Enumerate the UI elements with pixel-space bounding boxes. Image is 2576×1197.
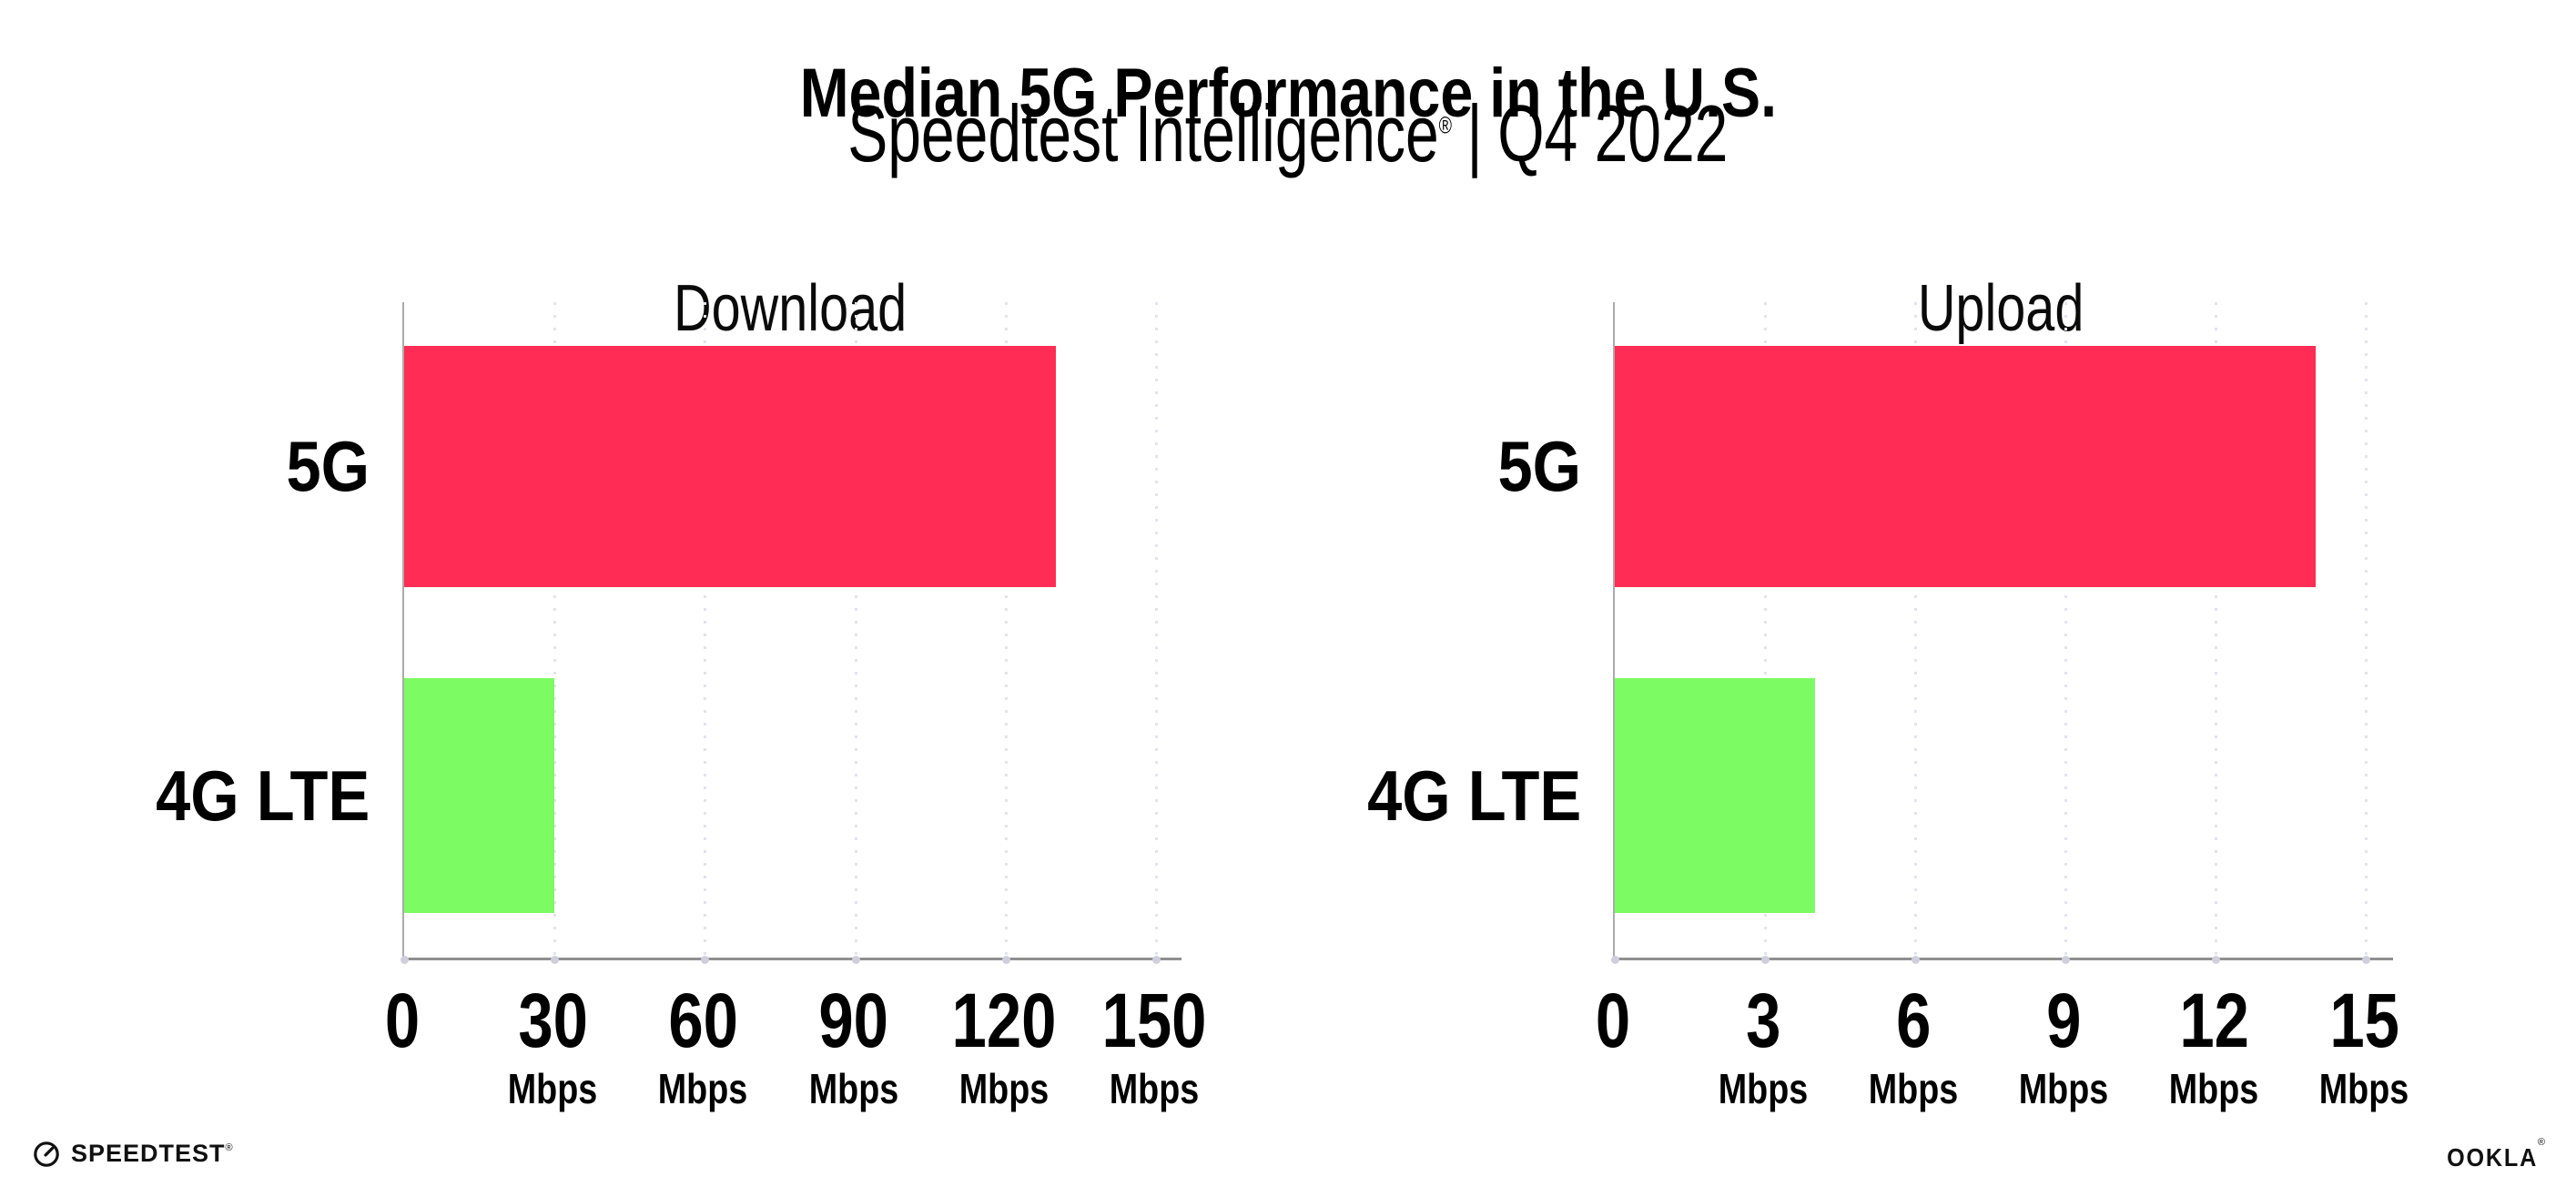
x-tick-unit: Mbps bbox=[1718, 1065, 1809, 1112]
speedometer-gauge-icon bbox=[34, 1141, 59, 1167]
bar-4g-lte-upload bbox=[1615, 678, 1816, 913]
gridline bbox=[553, 302, 557, 959]
speedtest-wordmark: SPEEDTEST bbox=[71, 1140, 226, 1167]
gridline bbox=[1764, 302, 1768, 959]
ookla-logo: OOKLA® bbox=[2437, 1137, 2545, 1172]
category-label-5g: 5G bbox=[0, 426, 370, 506]
ookla-wordmark: OOKLA bbox=[2446, 1143, 2538, 1172]
axis-tick-dot bbox=[2212, 956, 2221, 964]
x-axis-ticks: 0 3 Mbps 6 Mbps 9 Mbps 12 Mbps 15 Mbps bbox=[1596, 981, 2409, 1154]
category-label-4g-lte-text: 4G LTE bbox=[155, 756, 370, 836]
x-tick-label: 90 bbox=[818, 978, 888, 1063]
category-label-4g-lte: 4G LTE bbox=[1211, 756, 1581, 836]
x-tick-label: 60 bbox=[668, 978, 738, 1063]
x-tick-label: 120 bbox=[951, 978, 1057, 1063]
axis-tick-dot bbox=[1001, 956, 1010, 964]
x-tick-unit: Mbps bbox=[658, 1065, 748, 1112]
plot-area bbox=[401, 302, 1182, 964]
page-title: Median 5G Performance in the U.S. bbox=[0, 54, 2576, 132]
axis-tick-dot bbox=[551, 956, 560, 964]
x-tick: 90 Mbps bbox=[799, 981, 908, 1111]
x-tick-label: 3 bbox=[1745, 978, 1781, 1063]
x-tick: 15 Mbps bbox=[2309, 981, 2419, 1111]
x-tick-label: 150 bbox=[1101, 978, 1207, 1063]
axis-tick-dot bbox=[1912, 956, 1921, 964]
gridline bbox=[1004, 302, 1008, 959]
x-tick-label: 9 bbox=[2046, 978, 2082, 1063]
x-tick-unit: Mbps bbox=[1868, 1065, 1959, 1112]
x-tick: 150 Mbps bbox=[1090, 981, 1218, 1111]
x-tick-label: 0 bbox=[384, 978, 421, 1063]
x-tick-unit: Mbps bbox=[1109, 1065, 1200, 1112]
x-tick: 0 bbox=[1592, 981, 1635, 1060]
subtitle-period: Q4 2022 bbox=[1497, 88, 1729, 178]
subtitle-product: Speedtest Intelligence bbox=[847, 88, 1439, 178]
x-tick: 30 Mbps bbox=[498, 981, 607, 1111]
category-label-4g-lte: 4G LTE bbox=[0, 756, 370, 836]
axis-tick-dot bbox=[1152, 956, 1161, 964]
x-axis-line bbox=[402, 958, 1182, 960]
axis-tick-dot bbox=[851, 956, 860, 964]
x-tick: 9 Mbps bbox=[2009, 981, 2118, 1111]
gridline bbox=[854, 302, 857, 959]
speedtest-trademark-icon: ® bbox=[225, 1141, 233, 1153]
x-tick: 3 Mbps bbox=[1709, 981, 1818, 1111]
axis-tick-dot bbox=[1611, 956, 1619, 964]
x-tick-unit: Mbps bbox=[2319, 1065, 2409, 1112]
x-tick: 120 Mbps bbox=[940, 981, 1068, 1111]
chart-title-download: Download bbox=[402, 275, 1178, 342]
x-tick: 0 bbox=[381, 981, 424, 1060]
page-subtitle-text: Speedtest Intelligence® | Q4 2022 bbox=[847, 91, 1728, 177]
gridline bbox=[704, 302, 707, 959]
category-label-5g-text: 5G bbox=[1497, 426, 1581, 506]
speedtest-logo: SPEEDTEST ® bbox=[33, 1140, 233, 1168]
x-axis-ticks: 0 30 Mbps 60 Mbps 90 Mbps 120 Mbps 150 Mbps bbox=[385, 981, 1207, 1154]
bar-5g-download bbox=[404, 346, 1056, 587]
x-tick-unit: Mbps bbox=[808, 1065, 898, 1112]
ookla-trademark-icon: ® bbox=[2537, 1137, 2545, 1148]
x-tick-unit: Mbps bbox=[958, 1065, 1050, 1112]
bar-4g-lte-download bbox=[404, 678, 555, 913]
chart-title-upload: Upload bbox=[1613, 275, 2389, 342]
x-tick: 6 Mbps bbox=[1859, 981, 1968, 1111]
axis-tick-dot bbox=[1761, 956, 1770, 964]
axis-tick-dot bbox=[2062, 956, 2071, 964]
x-tick-unit: Mbps bbox=[507, 1065, 598, 1112]
x-tick: 60 Mbps bbox=[648, 981, 757, 1111]
axis-tick-dot bbox=[701, 956, 710, 964]
page-title-text: Median 5G Performance in the U.S. bbox=[799, 54, 1777, 132]
x-tick-unit: Mbps bbox=[2019, 1065, 2109, 1112]
category-label-4g-lte-text: 4G LTE bbox=[1366, 756, 1581, 836]
x-tick-label: 0 bbox=[1595, 978, 1631, 1063]
page-subtitle: Speedtest Intelligence® | Q4 2022 bbox=[0, 91, 2576, 177]
chart-title-upload-text: Upload bbox=[1918, 271, 2084, 345]
axis-tick-dot bbox=[401, 956, 409, 964]
x-tick-label: 30 bbox=[517, 978, 588, 1063]
gridline bbox=[2215, 302, 2218, 959]
x-axis-line bbox=[1613, 958, 2393, 960]
bar-5g-upload bbox=[1615, 346, 2317, 587]
subtitle-separator: | bbox=[1466, 88, 1483, 178]
axis-tick-dot bbox=[2362, 956, 2371, 964]
category-label-5g: 5G bbox=[1211, 426, 1581, 506]
registered-trademark-icon: ® bbox=[1438, 111, 1453, 139]
gridline bbox=[1155, 302, 1159, 959]
category-label-5g-text: 5G bbox=[286, 426, 370, 506]
gridline bbox=[2365, 302, 2368, 959]
x-tick-unit: Mbps bbox=[2169, 1065, 2259, 1112]
chart-title-download-text: Download bbox=[673, 271, 908, 345]
x-tick: 12 Mbps bbox=[2159, 981, 2268, 1111]
plot-area bbox=[1611, 302, 2393, 964]
x-tick-label: 6 bbox=[1896, 978, 1932, 1063]
x-tick-label: 12 bbox=[2179, 978, 2249, 1063]
gridline bbox=[2064, 302, 2068, 959]
x-tick-label: 15 bbox=[2329, 978, 2399, 1063]
gridline bbox=[1914, 302, 1918, 959]
